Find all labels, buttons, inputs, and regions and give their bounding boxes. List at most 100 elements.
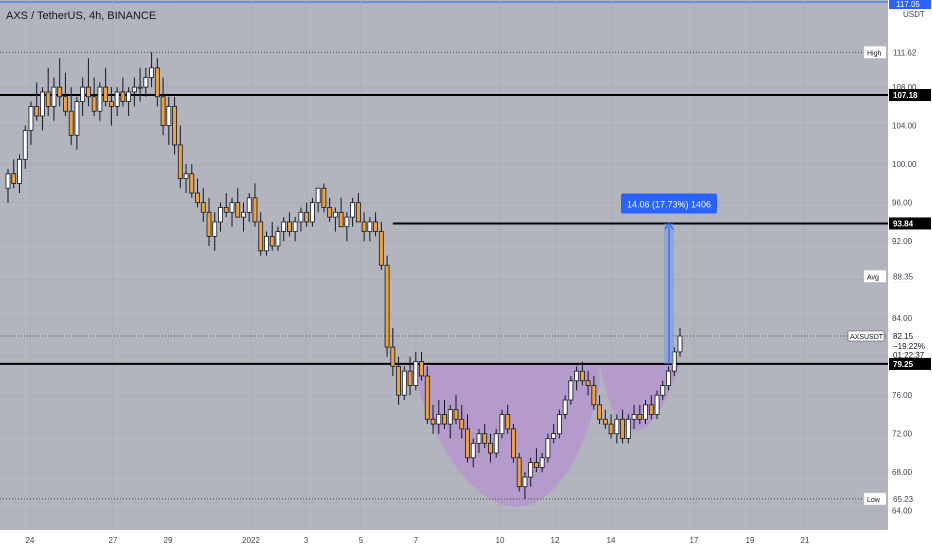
current-change-label: −19.22% [893,342,925,351]
candle-body [470,442,476,459]
top-price-label: 117.05 [896,0,920,9]
price-axis: 64.0068.0072.0076.0080.0084.0088.0092.00… [889,0,931,516]
candle-body [103,86,109,102]
candle-body [298,211,304,223]
candle-body [63,96,68,112]
candle-body [160,96,166,127]
candle-body [637,414,643,420]
level-price-label: 93.84 [893,219,914,228]
measure-tool: 14.06 (17.73%) 1406 [621,193,718,364]
candles [5,52,683,499]
x-tick-label: 2022 [242,536,260,545]
stat-value-label: 88.35 [893,272,914,281]
candle-body [166,105,172,127]
candle-body [258,221,264,252]
level-price-label: 107.18 [893,91,918,100]
top-price-badge [889,0,931,9]
candle-body [551,433,557,439]
y-tick-label: 104.00 [892,122,917,131]
candle-body [17,158,22,184]
candle-body [86,86,91,98]
y-tick-label: 84.00 [892,314,913,323]
candle-body [68,110,74,136]
candle-body [361,221,367,232]
candle-body [315,187,321,204]
symbol-tag [847,330,885,342]
cup-shape [410,363,680,507]
candle-body [574,370,580,382]
horizontal-lines [0,51,888,500]
candle-body [424,375,430,420]
candle-body [304,211,310,223]
candle-body [407,370,413,386]
candle-body [482,433,488,444]
candle-body [195,192,200,204]
x-tick-label: 10 [496,536,505,545]
candle-body [522,476,528,488]
candle-body [654,394,660,415]
x-tick-label: 17 [690,536,699,545]
candle-body [436,414,442,425]
x-tick-label: 19 [746,536,755,545]
candle-body [666,370,671,386]
candle-body [442,414,447,425]
candle-body [143,77,149,88]
candle-body [5,173,11,189]
candle-body [459,418,465,430]
candle-body [183,173,189,179]
candle-body [545,438,551,459]
stat-value-label: 65.23 [893,495,914,504]
candle-body [252,197,258,223]
handle-area [599,363,680,431]
candle-body [677,335,683,353]
stat-tag [863,270,887,283]
y-tick-label: 96.00 [892,199,913,208]
candle-body [585,380,591,386]
symbol-tag-text: AXSUSDT [850,334,884,341]
candle-body [608,423,614,435]
candle-body [114,91,120,107]
current-price-box [889,330,931,361]
candle-body [235,202,241,218]
cup-area [410,363,600,507]
candle-body [327,207,333,218]
x-tick-label: 3 [304,536,309,545]
candle-body [28,105,34,131]
y-tick-label: 76.00 [892,391,913,400]
candle-body [200,202,206,213]
candle-body [212,221,218,237]
candle-body [447,409,453,425]
candle-body [120,91,126,102]
candle-body [488,442,493,454]
level-price-label: 79.25 [893,360,914,369]
candle-body [390,346,396,367]
candle-body [338,211,344,228]
countdown-label: 01:22:37 [893,351,925,360]
candle-body [22,130,28,160]
candle-body [367,221,373,232]
candle-body [499,414,505,435]
candle-body [154,67,160,98]
grid [0,1,888,3]
x-tick-label: 27 [109,536,118,545]
candle-body [91,96,97,112]
candle-body [287,221,292,232]
stat-value-box [889,46,931,59]
stat-tag [863,46,887,59]
candle-body [516,457,522,488]
level-price-box [889,217,931,230]
measure-arrow-head [664,222,674,230]
candle-body [534,462,539,468]
candle-body [177,144,183,179]
candle-body [45,91,51,107]
x-tick-label: 5 [359,536,364,545]
candle-body [97,86,103,112]
candle-body [493,433,499,454]
candle-body [309,202,315,223]
measure-label: 14.06 (17.73%) 1406 [627,199,711,209]
candle-body [419,361,424,377]
candle-body [241,211,246,218]
candle-body [332,211,338,218]
